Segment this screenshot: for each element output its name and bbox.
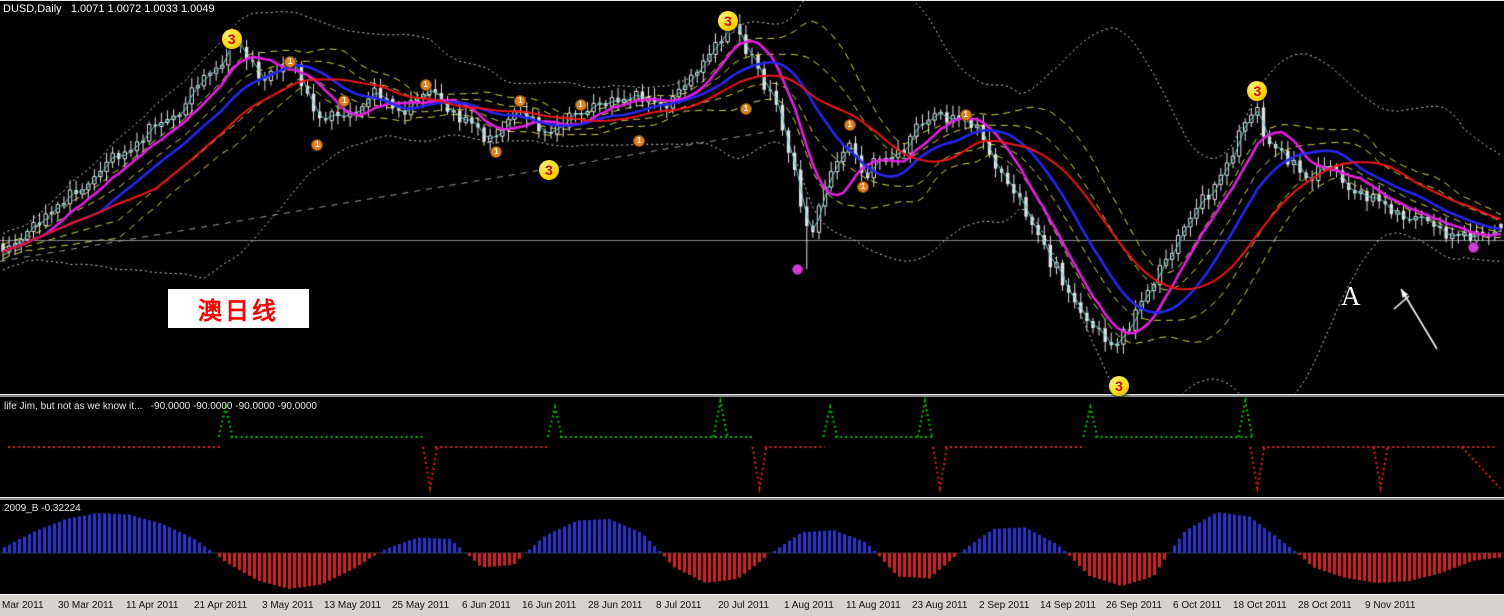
time-axis-label: 8 Jul 2011 [656,600,702,611]
time-axis-label: 18 Oct 2011 [1233,600,1287,611]
time-axis-label: 11 Apr 2011 [126,600,179,611]
panel-splitter-1[interactable] [0,394,1504,397]
time-axis-label: 6 Jun 2011 [462,600,511,611]
time-axis-label: Mar 2011 [2,600,44,611]
time-axis-label: 28 Oct 2011 [1298,600,1352,611]
time-axis-label: 25 May 2011 [392,600,450,611]
indicator2-canvas[interactable] [0,500,1504,594]
time-axis-label: 28 Jun 2011 [588,600,643,611]
symbol-quote-line: DUSD,Daily 1.0071 1.0072 1.0033 1.0049 [3,3,215,15]
time-axis-label: 1 Aug 2011 [784,600,834,611]
time-axis-label: 26 Sep 2011 [1106,600,1162,611]
time-axis-label: 21 Apr 2011 [194,600,248,611]
time-axis-label: 14 Sep 2011 [1040,600,1096,611]
time-axis-label: 16 Jun 2011 [522,600,577,611]
letter-a-annotation: A [1341,281,1361,311]
time-axis-label: 11 Aug 2011 [846,600,901,611]
time-axis-label: 20 Jul 2011 [718,600,769,611]
window-top-border [0,0,1504,1]
indicator2-label: 2009_B -0.32224 [4,503,81,514]
indicator1-label: life Jim, but not as we know it... -90.0… [4,401,317,412]
time-axis-label: 23 Aug 2011 [912,600,968,611]
main-chart-canvas[interactable] [0,0,1504,394]
time-axis-label: 6 Oct 2011 [1173,600,1222,611]
time-axis[interactable]: Mar 2011 30 Mar 2011 11 Apr 2011 21 Apr 201… [0,594,1504,616]
time-axis-label: 3 May 2011 [262,600,314,611]
time-axis-label: 9 Nov 2011 [1365,600,1416,611]
panel-splitter-2[interactable] [0,497,1504,500]
time-axis-label: 13 May 2011 [324,600,382,611]
chinese-annotation: 澳日线 [168,289,309,328]
indicator1-canvas[interactable] [0,397,1504,497]
time-axis-label: 2 Sep 2011 [979,600,1030,611]
time-axis-label: 30 Mar 2011 [58,600,114,611]
